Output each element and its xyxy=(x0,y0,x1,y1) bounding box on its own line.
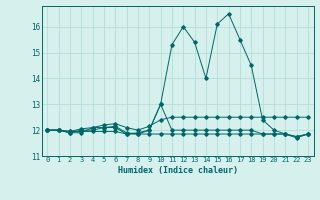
X-axis label: Humidex (Indice chaleur): Humidex (Indice chaleur) xyxy=(118,166,237,175)
